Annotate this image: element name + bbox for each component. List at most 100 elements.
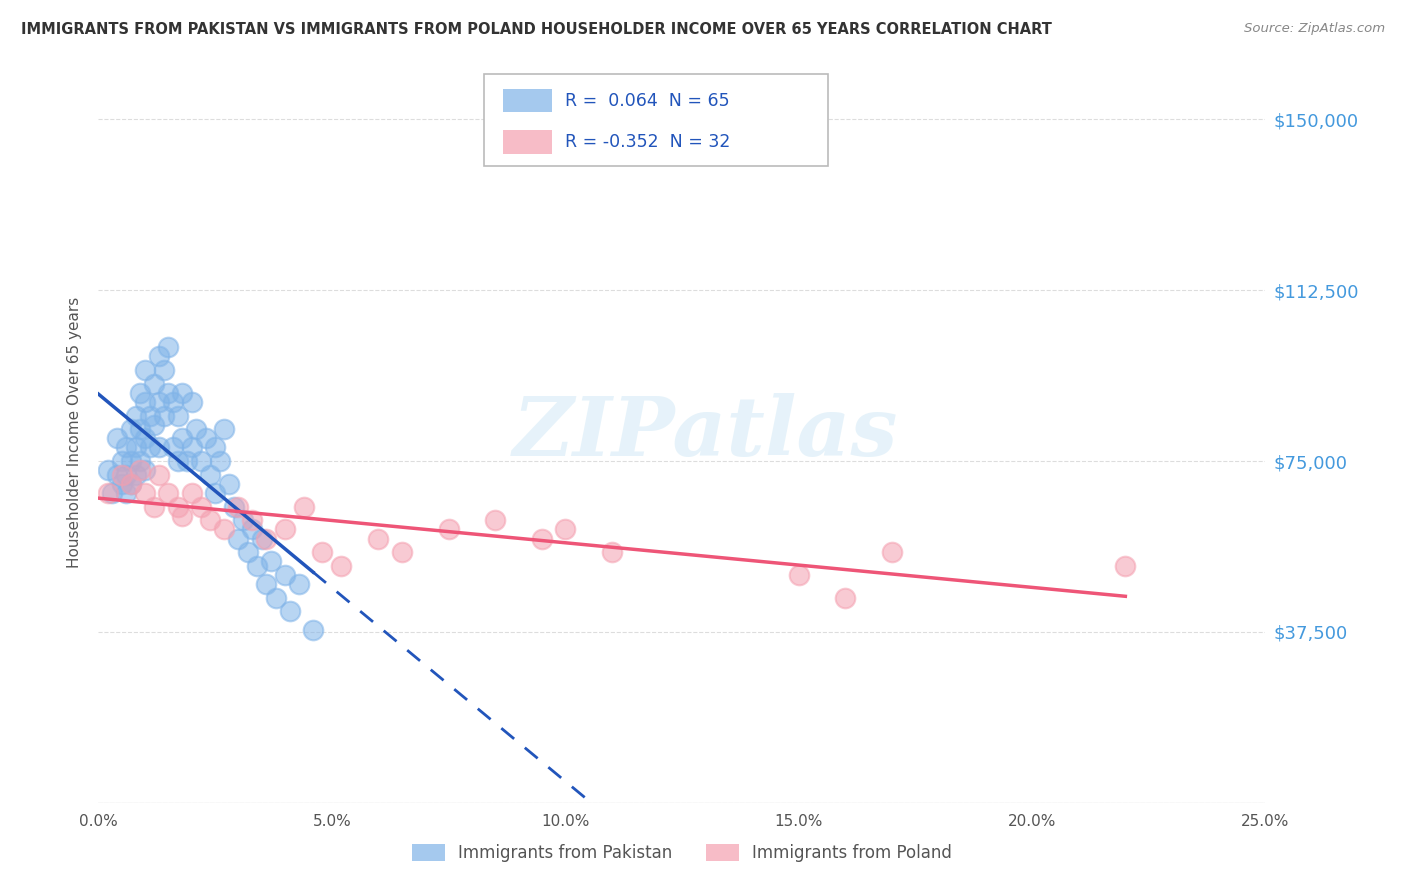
Point	[134, 395, 156, 409]
Point	[180, 395, 202, 409]
Point	[236, 545, 259, 559]
Point	[148, 441, 170, 455]
Point	[232, 513, 254, 527]
Text: ZIPatlas: ZIPatlas	[513, 392, 898, 473]
Point	[194, 431, 217, 445]
Bar	[503, 88, 553, 112]
Point	[125, 441, 148, 455]
Point	[134, 431, 156, 445]
Point	[120, 454, 142, 468]
Point	[180, 441, 202, 455]
Point	[148, 467, 170, 482]
Point	[120, 476, 142, 491]
Point	[367, 532, 389, 546]
Point	[274, 568, 297, 582]
Point	[208, 454, 231, 468]
Text: Source: ZipAtlas.com: Source: ZipAtlas.com	[1244, 22, 1385, 36]
Point	[222, 500, 245, 514]
Point	[143, 417, 166, 432]
Point	[105, 431, 128, 445]
Point	[292, 500, 315, 514]
Point	[204, 486, 226, 500]
Text: R =  0.064  N = 65: R = 0.064 N = 65	[565, 92, 730, 110]
Point	[97, 463, 120, 477]
Point	[143, 500, 166, 514]
Point	[228, 532, 250, 546]
Point	[166, 409, 188, 423]
Point	[391, 545, 413, 559]
Point	[139, 409, 162, 423]
Point	[256, 532, 278, 546]
Point	[157, 385, 180, 400]
Point	[311, 545, 333, 559]
Point	[162, 395, 184, 409]
Point	[204, 441, 226, 455]
Point	[190, 454, 212, 468]
Point	[148, 349, 170, 363]
Point	[288, 577, 311, 591]
Point	[162, 441, 184, 455]
Point	[134, 486, 156, 500]
Point	[242, 523, 264, 537]
Point	[246, 558, 269, 573]
Point	[115, 441, 138, 455]
Point	[200, 467, 222, 482]
Point	[264, 591, 287, 605]
Point	[134, 363, 156, 377]
Point	[186, 422, 208, 436]
Text: R = -0.352  N = 32: R = -0.352 N = 32	[565, 133, 731, 151]
Point	[302, 623, 325, 637]
Point	[172, 508, 194, 523]
Point	[139, 441, 162, 455]
Point	[880, 545, 903, 559]
Point	[180, 486, 202, 500]
Point	[111, 454, 134, 468]
Point	[256, 577, 278, 591]
Point	[157, 486, 180, 500]
Point	[228, 500, 250, 514]
Point	[834, 591, 856, 605]
Point	[148, 395, 170, 409]
Point	[600, 545, 623, 559]
Point	[129, 422, 152, 436]
Point	[172, 385, 194, 400]
Bar	[503, 130, 553, 153]
Point	[214, 523, 236, 537]
Text: IMMIGRANTS FROM PAKISTAN VS IMMIGRANTS FROM POLAND HOUSEHOLDER INCOME OVER 65 YE: IMMIGRANTS FROM PAKISTAN VS IMMIGRANTS F…	[21, 22, 1052, 37]
Legend: Immigrants from Pakistan, Immigrants from Poland: Immigrants from Pakistan, Immigrants fro…	[405, 837, 959, 869]
Point	[111, 476, 134, 491]
Point	[111, 467, 134, 482]
Point	[176, 454, 198, 468]
Point	[152, 409, 174, 423]
Point	[260, 554, 283, 568]
Point	[129, 385, 152, 400]
Point	[214, 422, 236, 436]
Point	[129, 463, 152, 477]
Point	[152, 363, 174, 377]
Point	[157, 340, 180, 354]
Y-axis label: Householder Income Over 65 years: Householder Income Over 65 years	[67, 297, 83, 568]
Point	[190, 500, 212, 514]
Point	[330, 558, 353, 573]
Point	[242, 513, 264, 527]
Point	[200, 513, 222, 527]
Point	[101, 486, 124, 500]
Point	[250, 532, 273, 546]
Point	[1114, 558, 1136, 573]
Point	[120, 476, 142, 491]
Point	[274, 523, 297, 537]
Point	[125, 409, 148, 423]
Point	[172, 431, 194, 445]
Point	[97, 486, 120, 500]
Point	[437, 523, 460, 537]
Point	[115, 467, 138, 482]
Point	[278, 604, 301, 618]
Point	[143, 376, 166, 391]
Point	[484, 513, 506, 527]
Point	[115, 486, 138, 500]
Point	[218, 476, 240, 491]
Point	[530, 532, 553, 546]
Point	[105, 467, 128, 482]
Point	[787, 568, 810, 582]
Point	[166, 500, 188, 514]
